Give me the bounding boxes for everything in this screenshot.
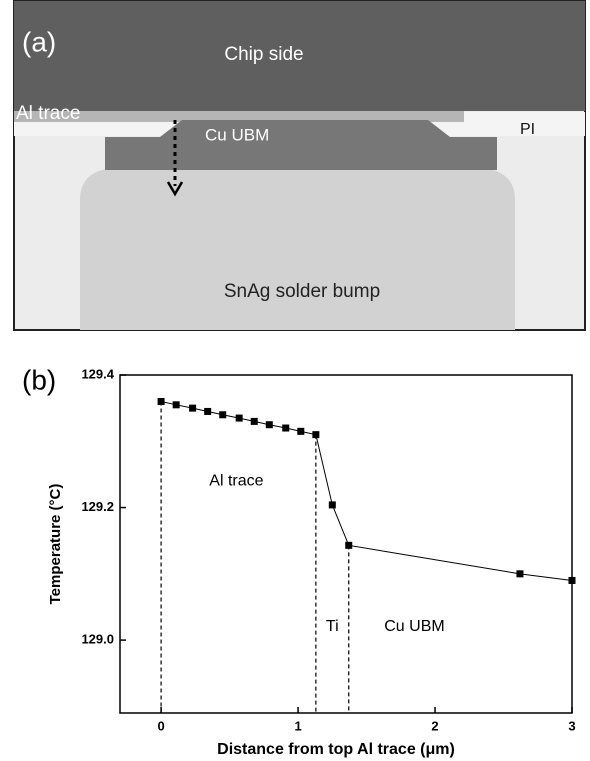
data-point [312,431,320,439]
y-tick-label: 129.2 [81,499,114,514]
pi-label: PI [520,121,535,138]
bump-label: SnAg solder bump [224,281,380,302]
data-point [282,424,290,432]
data-point [189,404,197,412]
x-axis-label: Distance from top Al trace (μm) [217,741,455,758]
al-trace-layer [14,110,464,122]
data-point [345,541,353,549]
arrow-head [166,181,184,197]
solder-bump [80,168,515,330]
y-tick-label: 129.4 [81,366,114,381]
al-trace-label: Al trace [16,103,80,124]
region-label: Al trace [209,472,263,489]
data-point [297,427,305,435]
y-axis-label: Temperature (°C) [47,484,64,605]
data-point [219,411,227,419]
data-point [265,421,273,429]
region-label: Ti [326,618,339,635]
data-point [516,570,524,578]
data-point [235,414,243,422]
panel-label: (b) [22,364,56,395]
ubm-label: Cu UBM [205,125,269,144]
data-point [204,407,212,415]
chip [14,1,585,111]
chip-label: Chip side [224,44,303,65]
panel-a: (a) Chip side Al trace Cu UBM PI SnAg so… [13,0,586,331]
x-tick-label: 3 [568,718,575,733]
data-point [157,398,165,406]
x-tick-label: 0 [157,718,164,733]
region-label: Cu UBM [384,618,444,635]
data-point [172,401,180,409]
data-line [160,401,573,581]
panel-b: (b) 129.0 129.2 129.4 0 1 2 3 Distance from top… [22,364,576,758]
data-point [250,417,258,425]
y-tick-label: 129.0 [81,632,114,647]
cu-ubm [105,120,497,170]
x-tick-label: 2 [431,718,438,733]
data-point [328,501,336,509]
x-tick-label: 1 [294,718,301,733]
panel-label: (a) [22,26,56,57]
data-point [568,576,576,584]
plot-frame [119,374,573,714]
